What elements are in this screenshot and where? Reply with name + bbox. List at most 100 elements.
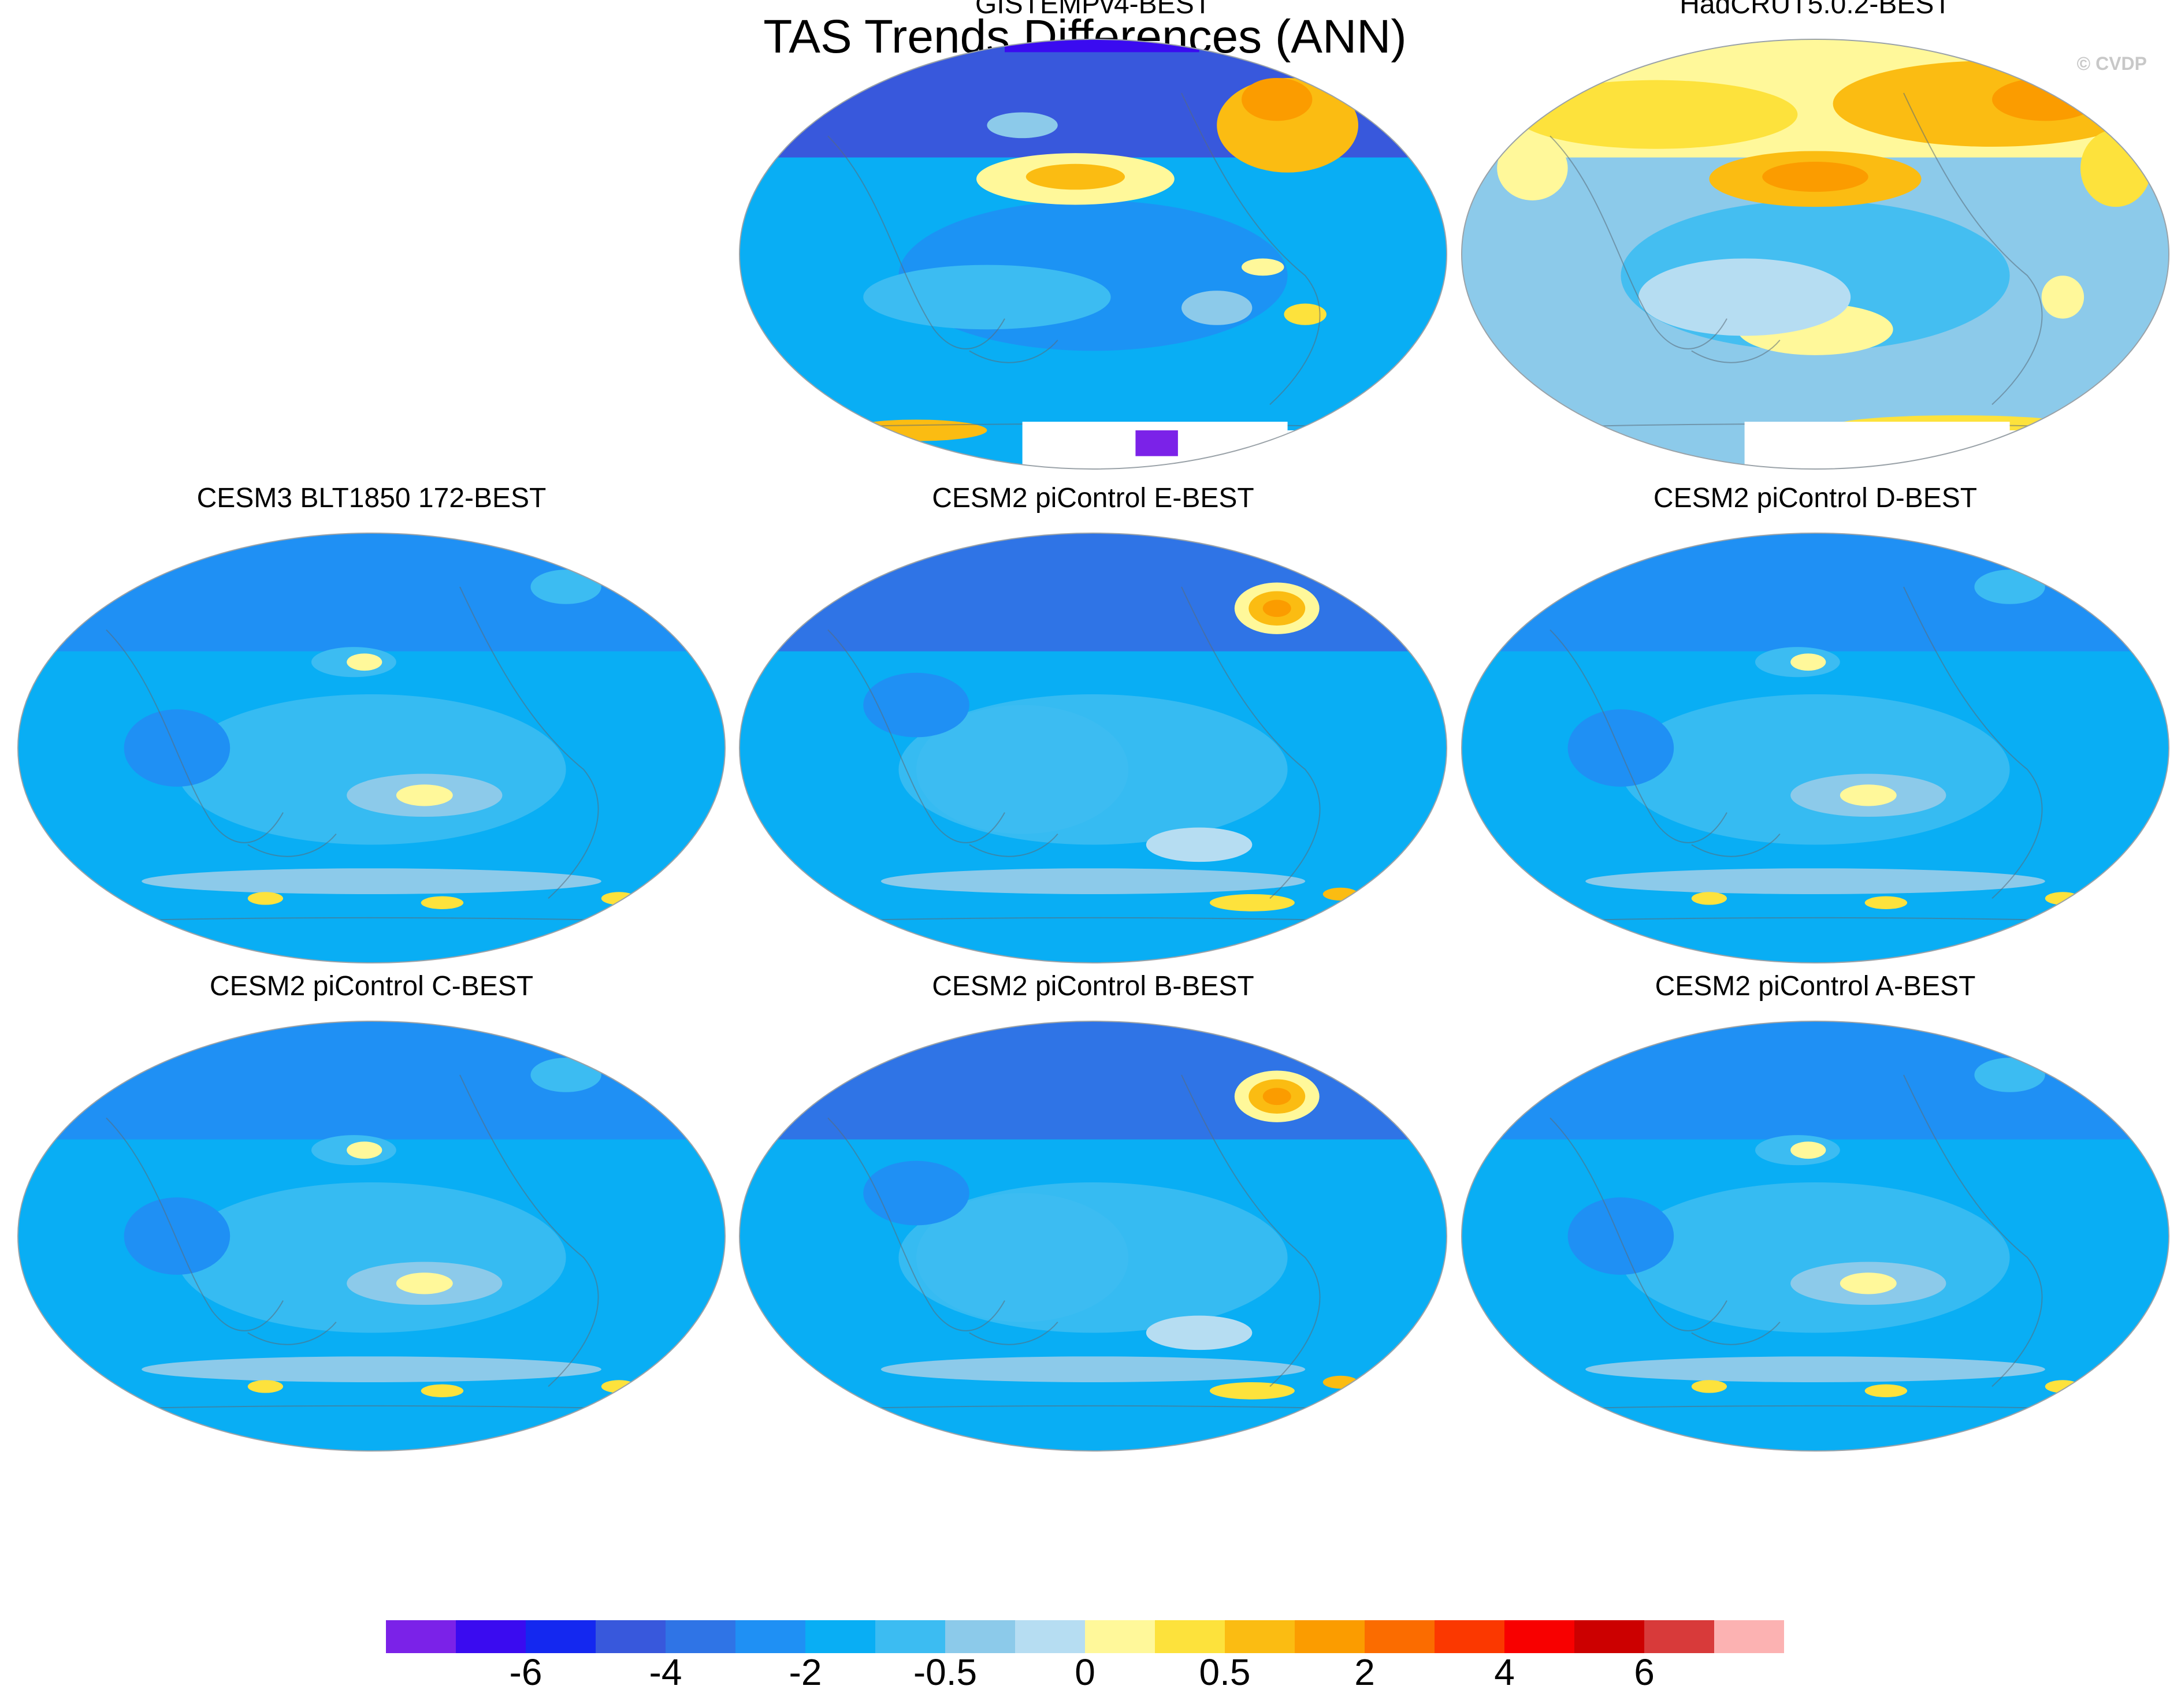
field-patch <box>1974 570 2045 604</box>
colorbar-swatch <box>805 1620 875 1653</box>
panel-title: HadCRUT5.0.2-BEST <box>1679 0 1951 20</box>
colorbar-tick-label: -0.5 <box>913 1651 978 1693</box>
field-patch <box>421 1384 464 1397</box>
field-north-band <box>740 1021 1447 1140</box>
field-band <box>1621 694 2010 845</box>
temperature-field <box>18 1021 725 1451</box>
colorbar-tick-label: 6 <box>1634 1651 1655 1693</box>
map-panel <box>739 1021 1447 1452</box>
field-patch <box>880 1356 1306 1382</box>
field-patch <box>1146 827 1253 862</box>
field-patch <box>1242 77 1313 121</box>
credit-label: © CVDP <box>2076 53 2147 74</box>
colorbar-tick-label: 0.5 <box>1199 1651 1251 1693</box>
missing-data-mask <box>1287 430 1358 452</box>
field-patch <box>1974 1058 2045 1092</box>
field-north-band <box>1462 1021 2169 1140</box>
panel-title: GISTEMPv4-BEST <box>975 0 1212 20</box>
field-band <box>1621 1182 2010 1333</box>
field-patch <box>863 265 1111 330</box>
panel-title: CESM2 piControl B-BEST <box>932 971 1254 1002</box>
colorbar-swatch <box>1644 1620 1714 1653</box>
field-patch <box>845 419 987 441</box>
field-patch <box>880 868 1306 894</box>
colorbar-tick-label: -2 <box>789 1651 822 1693</box>
colorbar-swatch <box>875 1620 945 1653</box>
colorbar-tick-label: 0 <box>1075 1651 1095 1693</box>
field-patch <box>1181 291 1253 325</box>
map-outline <box>739 1021 1447 1452</box>
field-north-band <box>1462 533 2169 652</box>
arctic-strip <box>1005 39 1199 53</box>
temperature-field <box>18 533 725 963</box>
field-patch <box>916 705 1129 834</box>
field-patch <box>1992 77 2098 121</box>
field-patch <box>347 653 382 671</box>
field-patch <box>421 896 464 909</box>
colorbar-swatch <box>526 1620 596 1653</box>
temperature-field <box>740 533 1447 963</box>
field-patch <box>347 1141 382 1159</box>
colorbar-swatch <box>945 1620 1015 1653</box>
missing-data-mask <box>2009 430 2080 452</box>
field-patch <box>1284 303 1326 325</box>
temperature-field <box>740 1021 1447 1451</box>
field-patch <box>1025 163 1125 190</box>
colorbar-swatch <box>1015 1620 1085 1653</box>
colorbar-swatch <box>1504 1620 1574 1653</box>
map-outline <box>1461 533 2169 963</box>
map-panel <box>1461 533 2169 963</box>
field-patch <box>124 1197 231 1275</box>
map-outline <box>17 1021 726 1452</box>
field-patch <box>1585 1356 2045 1382</box>
panel-title: CESM2 piControl E-BEST <box>932 483 1254 513</box>
map-outline <box>739 39 1447 470</box>
field-band <box>177 1182 566 1333</box>
panel-title: CESM2 piControl C-BEST <box>209 971 534 1002</box>
colorbar-tick-label: 4 <box>1494 1651 1515 1693</box>
field-patch <box>124 709 231 787</box>
field-patch <box>2041 276 2084 319</box>
field-patch <box>916 1193 1129 1322</box>
colorbar-swatch <box>596 1620 666 1653</box>
field-patch <box>1567 1197 1674 1275</box>
field-north-band <box>740 533 1447 652</box>
temperature-field <box>1462 1021 2169 1451</box>
field-patch <box>1840 784 1897 806</box>
antarctic-patch <box>1135 430 1178 456</box>
field-patch <box>1864 896 1908 909</box>
field-patch <box>863 672 969 738</box>
field-patch <box>530 1058 601 1092</box>
colorbar-swatch <box>386 1620 456 1653</box>
field-patch <box>987 112 1058 139</box>
field-patch <box>1333 413 1419 439</box>
colorbar <box>386 1620 1784 1653</box>
colorbar-swatch <box>1714 1620 1784 1653</box>
colorbar-swatch <box>1155 1620 1225 1653</box>
colorbar-tick-label: -6 <box>509 1651 542 1693</box>
field-patch <box>1497 136 1568 200</box>
field-patch <box>1567 709 1674 787</box>
field-patch <box>1242 258 1284 276</box>
field-band <box>177 694 566 845</box>
field-patch <box>1790 653 1826 671</box>
missing-data-mask <box>1744 422 2010 469</box>
field-patch <box>1514 80 1798 149</box>
field-patch <box>396 1272 453 1294</box>
colorbar-swatch <box>666 1620 735 1653</box>
temperature-field <box>740 39 1447 469</box>
temperature-field <box>1462 39 2169 469</box>
field-patch <box>863 1160 969 1226</box>
field-patch <box>247 1380 283 1393</box>
map-panel <box>1461 1021 2169 1452</box>
map-outline <box>739 533 1447 963</box>
panel-title: CESM3 BLT1850 172-BEST <box>196 483 547 513</box>
colorbar-swatch <box>1085 1620 1155 1653</box>
field-patch <box>530 570 601 604</box>
temperature-field <box>1462 533 2169 963</box>
field-patch <box>247 892 283 905</box>
map-panel <box>17 1021 726 1452</box>
colorbar-swatch <box>1365 1620 1435 1653</box>
field-patch <box>1691 1380 1727 1393</box>
colorbar-swatch <box>1295 1620 1365 1653</box>
